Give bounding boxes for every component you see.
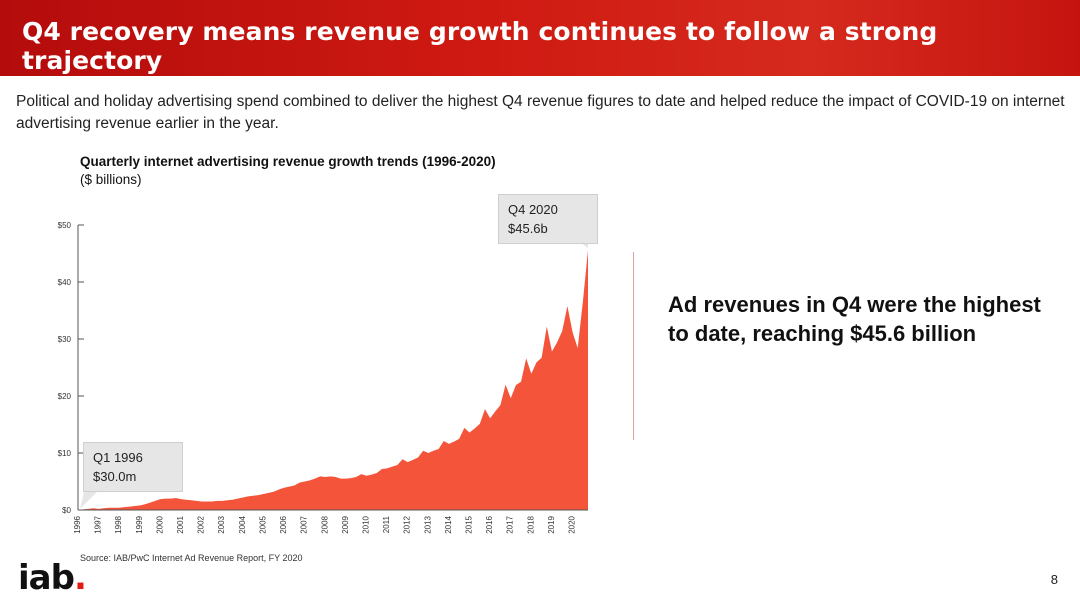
x-tick-label: 2020 xyxy=(568,515,577,533)
x-tick-label: 2004 xyxy=(238,515,247,533)
x-tick-label: 1999 xyxy=(135,515,144,533)
x-tick-label: 2010 xyxy=(361,515,370,533)
x-tick-label: 2008 xyxy=(320,515,329,533)
slide-title: Q4 recovery means revenue growth continu… xyxy=(22,17,938,75)
slide-subtitle: Political and holiday advertising spend … xyxy=(16,93,1065,132)
y-tick-label: $30 xyxy=(58,335,72,344)
x-tick-label: 1996 xyxy=(73,515,82,533)
callout-q4-2020: Q4 2020 $45.6b xyxy=(498,194,598,244)
x-tick-label: 2003 xyxy=(217,515,226,533)
chart-title: Quarterly internet advertising revenue g… xyxy=(80,154,496,169)
x-tick-label: 2017 xyxy=(506,515,515,533)
y-tick-label: $10 xyxy=(58,449,72,458)
x-tick-label: 2013 xyxy=(423,515,432,533)
x-tick-label: 2019 xyxy=(547,515,556,533)
y-tick-label: $50 xyxy=(58,221,72,230)
x-tick-label: 2011 xyxy=(382,515,391,533)
x-tick-label: 1997 xyxy=(94,515,103,533)
y-tick-label: $40 xyxy=(58,278,72,287)
callout-q4-period: Q4 2020 xyxy=(508,202,558,217)
callout-q1-value: $30.0m xyxy=(93,469,137,484)
y-tick-label: $20 xyxy=(58,392,72,401)
x-tick-label: 2015 xyxy=(465,515,474,533)
x-tick-label: 1998 xyxy=(114,515,123,533)
revenue-area xyxy=(78,250,588,510)
x-tick-label: 2001 xyxy=(176,515,185,533)
slide-header: Q4 recovery means revenue growth continu… xyxy=(0,0,1080,76)
x-tick-label: 2014 xyxy=(444,515,453,533)
x-tick-label: 2009 xyxy=(341,515,350,533)
divider-line xyxy=(633,252,634,440)
revenue-area-chart: $0 $10 $20 $30 $40 $50 1996 1997 1998 1999 2000 200… xyxy=(58,221,588,534)
chart-heading: Quarterly internet advertising revenue g… xyxy=(80,153,496,189)
x-tick-label: 2018 xyxy=(526,515,535,533)
x-tick-label: 2002 xyxy=(197,515,206,533)
source-note: Source: IAB/PwC Internet Ad Revenue Repo… xyxy=(80,553,303,563)
callout-q1-period: Q1 1996 xyxy=(93,450,143,465)
callout-q1-1996: Q1 1996 $30.0m xyxy=(83,442,183,492)
x-tick-label: 2000 xyxy=(155,515,164,533)
chart-units: ($ billions) xyxy=(80,172,142,187)
iab-logo: iab. xyxy=(18,558,87,598)
x-tick-label: 2012 xyxy=(403,515,412,533)
x-tick-label: 2005 xyxy=(258,515,267,533)
key-takeaway: Ad revenues in Q4 were the highest to da… xyxy=(668,292,1041,346)
callout-q4-value: $45.6b xyxy=(508,221,548,236)
x-tick-label: 2007 xyxy=(300,515,309,533)
x-tick-label: 2016 xyxy=(485,515,494,533)
page-number: 8 xyxy=(1050,572,1058,587)
x-tick-label: 2006 xyxy=(279,515,288,533)
y-tick-label: $0 xyxy=(62,506,71,515)
